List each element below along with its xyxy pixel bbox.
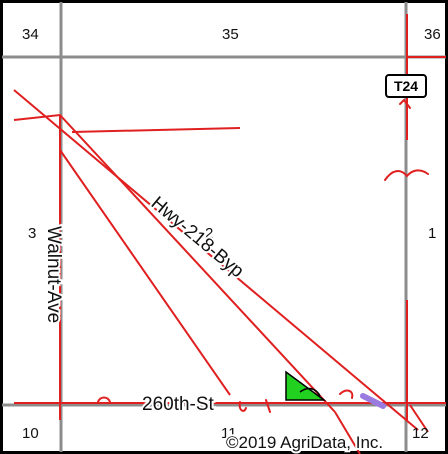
section-34: 34 <box>22 26 39 43</box>
field-polygon[interactable] <box>285 370 327 401</box>
street-label: 260th-St <box>142 394 215 415</box>
highway-corridor <box>13 89 419 454</box>
mark-south-4 <box>339 389 354 399</box>
section-12: 12 <box>412 425 429 442</box>
copyright-text: ©2019 AgriData, Inc. <box>226 433 383 452</box>
section-2: 2 <box>205 225 213 242</box>
shield-box <box>385 74 427 98</box>
mark-east-1 <box>384 169 429 181</box>
mark-east-2 <box>399 98 411 109</box>
shield-label: T24 <box>394 78 418 94</box>
hwy-outline-lower <box>13 113 336 413</box>
section-1: 1 <box>428 225 436 242</box>
mark-south-3 <box>238 401 247 412</box>
section-36: 36 <box>424 26 441 43</box>
mark-south-1 <box>97 396 111 403</box>
route-shield: T24 <box>385 74 427 98</box>
purple-marker[interactable] <box>360 393 386 409</box>
hwy-outline-tail <box>334 411 361 454</box>
hwy-outline-upper <box>13 89 419 431</box>
section-10: 10 <box>22 425 39 442</box>
hand-marks <box>97 98 429 413</box>
mark-south-2 <box>265 399 271 413</box>
section-labels: 34 35 36 3 2 1 10 11 12 <box>22 26 441 442</box>
section-11: 11 <box>221 425 237 442</box>
field-arc <box>299 387 321 397</box>
field-edge-line <box>71 127 241 133</box>
walnut-label: Walnut-Ave <box>43 226 64 323</box>
section-3: 3 <box>28 225 36 242</box>
field-boundary-diagonal <box>59 149 231 396</box>
boundary-southeast <box>409 404 429 433</box>
section-35: 35 <box>222 26 239 43</box>
